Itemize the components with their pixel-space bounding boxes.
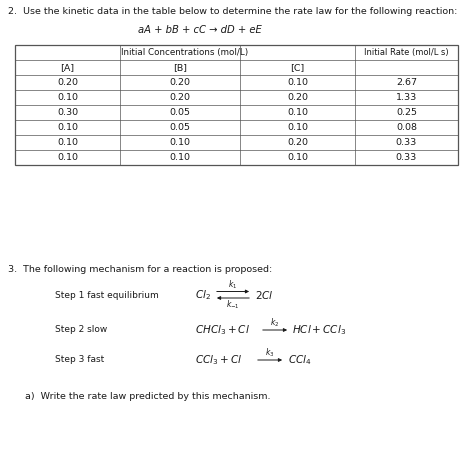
Text: 2.  Use the kinetic data in the table below to determine the rate law for the fo: 2. Use the kinetic data in the table bel… — [8, 7, 457, 16]
Text: [A]: [A] — [61, 63, 74, 72]
Text: 1.33: 1.33 — [396, 93, 417, 102]
Text: $k_3$: $k_3$ — [265, 347, 275, 359]
Text: 0.08: 0.08 — [396, 123, 417, 132]
Text: 0.33: 0.33 — [396, 153, 417, 162]
Text: $k_{-1}$: $k_{-1}$ — [226, 299, 240, 311]
Text: Step 1 fast equilibrium: Step 1 fast equilibrium — [55, 291, 159, 299]
Text: $k_2$: $k_2$ — [270, 317, 280, 329]
Text: 0.10: 0.10 — [57, 138, 78, 147]
Text: 0.20: 0.20 — [57, 78, 78, 87]
Text: $CCl_4$: $CCl_4$ — [288, 353, 311, 367]
Bar — [15, 45, 458, 165]
Text: $k_1$: $k_1$ — [228, 279, 237, 291]
Text: 0.10: 0.10 — [57, 93, 78, 102]
Text: $HCl + CCl_3$: $HCl + CCl_3$ — [292, 323, 346, 337]
Text: 0.10: 0.10 — [287, 108, 308, 117]
Text: 0.05: 0.05 — [170, 123, 191, 132]
Text: 0.30: 0.30 — [57, 108, 78, 117]
Text: $CCl_3 + Cl$: $CCl_3 + Cl$ — [195, 353, 242, 367]
Text: $CHCl_3 + Cl$: $CHCl_3 + Cl$ — [195, 323, 250, 337]
Text: Initial Rate (mol/L s): Initial Rate (mol/L s) — [364, 48, 449, 57]
Text: 0.10: 0.10 — [57, 153, 78, 162]
Text: 2.67: 2.67 — [396, 78, 417, 87]
Text: 0.10: 0.10 — [170, 138, 191, 147]
Text: $2Cl$: $2Cl$ — [255, 289, 273, 301]
Text: Step 2 slow: Step 2 slow — [55, 325, 107, 335]
Text: [B]: [B] — [173, 63, 187, 72]
Text: 0.20: 0.20 — [170, 78, 191, 87]
Text: 0.20: 0.20 — [170, 93, 191, 102]
Text: Step 3 fast: Step 3 fast — [55, 356, 104, 365]
Text: 0.05: 0.05 — [170, 108, 191, 117]
Text: 0.10: 0.10 — [287, 78, 308, 87]
Text: 0.20: 0.20 — [287, 93, 308, 102]
Text: 0.25: 0.25 — [396, 108, 417, 117]
Text: 0.33: 0.33 — [396, 138, 417, 147]
Text: 0.10: 0.10 — [287, 153, 308, 162]
Text: 0.20: 0.20 — [287, 138, 308, 147]
Text: 0.10: 0.10 — [170, 153, 191, 162]
Text: $Cl_2$: $Cl_2$ — [195, 288, 211, 302]
Text: 0.10: 0.10 — [57, 123, 78, 132]
Text: aA + bB + cC → dD + eE: aA + bB + cC → dD + eE — [138, 25, 262, 35]
Text: Initial Concentrations (mol/L): Initial Concentrations (mol/L) — [121, 48, 249, 57]
Text: a)  Write the rate law predicted by this mechanism.: a) Write the rate law predicted by this … — [25, 392, 271, 401]
Text: 3.  The following mechanism for a reaction is proposed:: 3. The following mechanism for a reactio… — [8, 265, 272, 274]
Text: [C]: [C] — [291, 63, 305, 72]
Text: 0.10: 0.10 — [287, 123, 308, 132]
